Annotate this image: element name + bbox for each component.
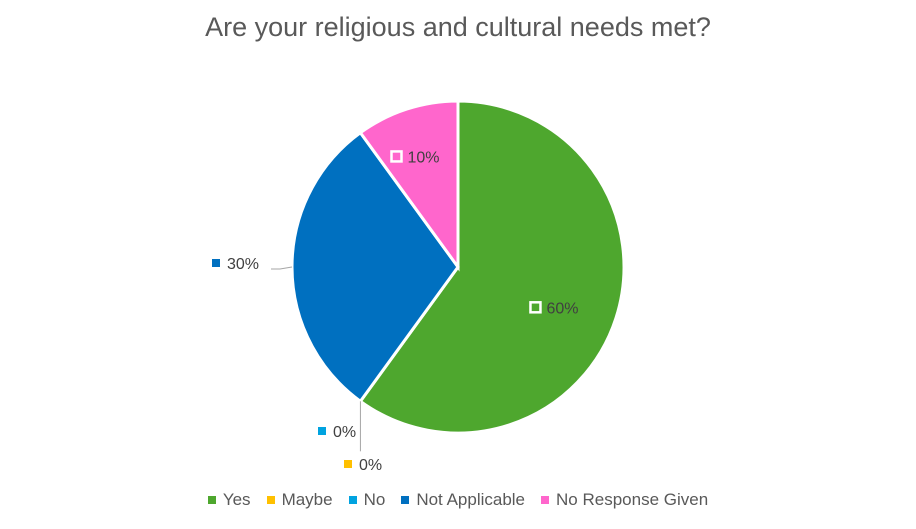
label-marker [344, 460, 352, 468]
leader-line-not-applicable [271, 266, 293, 270]
data-labels: 60% 10% 30% 0%0% [212, 149, 578, 474]
legend-swatch [207, 496, 216, 504]
legend-item-yes: Yes [207, 490, 251, 510]
label-marker [529, 301, 542, 314]
legend-item-not-applicable: Not Applicable [401, 490, 525, 510]
label-marker [390, 150, 403, 163]
legend-label: No Response Given [556, 490, 709, 509]
pie-slice-yes [358, 99, 626, 435]
data-label-maybe: 0% [344, 457, 382, 474]
label-text: 10% [408, 149, 440, 166]
label-text: 30% [227, 256, 259, 273]
chart-title: Are your religious and cultural needs me… [205, 12, 711, 42]
label-text: 0% [333, 424, 356, 441]
label-marker [212, 259, 220, 267]
label-marker [318, 427, 326, 435]
label-text: 60% [546, 300, 578, 317]
data-label-no-response-given: 10% [390, 149, 440, 166]
legend-item-no-response-given: No Response Given [541, 490, 708, 510]
legend-label: Not Applicable [416, 490, 526, 509]
leader-lines [271, 266, 361, 452]
legend-label: Yes [222, 490, 251, 509]
legend-swatch [348, 496, 357, 504]
pie-slice-not-applicable [290, 130, 460, 404]
pie-slice-no-response-given [358, 99, 460, 272]
legend-swatch [266, 496, 275, 504]
pie-chart: 60% 10% 30% 0%0% [212, 99, 626, 474]
label-text: 0% [359, 457, 382, 474]
legend-label: Maybe [281, 490, 333, 509]
pie-slices [290, 99, 626, 435]
legend-swatch [541, 496, 550, 504]
legend-item-no: No [348, 490, 386, 510]
legend-swatch [401, 496, 410, 504]
data-label-not-applicable: 30% [212, 256, 259, 273]
legend-label: No [363, 490, 386, 509]
data-label-yes: 60% [529, 300, 578, 317]
data-label-no: 0% [318, 424, 356, 441]
legend-item-maybe: Maybe [266, 490, 333, 510]
legend: Yes Maybe No Not Applicable No Response Give… [0, 490, 916, 510]
